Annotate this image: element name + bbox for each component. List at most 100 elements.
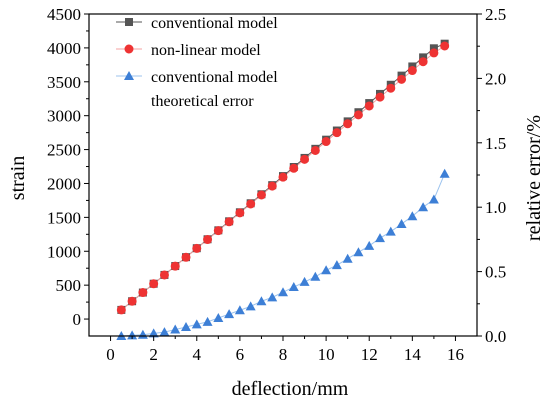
data-point-triangle bbox=[396, 218, 407, 228]
data-point-circle bbox=[170, 261, 180, 271]
data-point-triangle bbox=[375, 233, 385, 243]
data-point-circle bbox=[181, 252, 191, 262]
y2-tick-label: 2.5 bbox=[485, 5, 506, 24]
x-tick-label: 8 bbox=[279, 345, 288, 364]
series-line-2 bbox=[121, 173, 446, 337]
legend-entry-theoretical-error: conventional model theoretical error bbox=[116, 69, 278, 110]
data-point-triangle bbox=[353, 247, 364, 257]
data-point-triangle bbox=[170, 324, 181, 334]
y-tick-label: 2000 bbox=[47, 174, 81, 193]
data-point-circle bbox=[343, 119, 353, 129]
data-point-triangle bbox=[127, 330, 138, 340]
y2-tick-label: 2.0 bbox=[485, 69, 506, 88]
data-point-circle bbox=[159, 270, 169, 280]
y-tick-label: 2500 bbox=[47, 141, 81, 160]
data-point-square bbox=[429, 44, 438, 53]
data-point-triangle bbox=[288, 282, 299, 292]
legend-label: conventional model bbox=[151, 15, 278, 32]
data-point-triangle bbox=[310, 271, 321, 281]
data-point-triangle bbox=[213, 312, 224, 322]
data-point-triangle bbox=[224, 309, 235, 319]
data-point-circle bbox=[375, 92, 385, 102]
data-point-triangle bbox=[267, 292, 278, 302]
data-point-circle bbox=[397, 74, 407, 84]
data-point-circle bbox=[332, 128, 342, 138]
data-point-triangle bbox=[407, 211, 418, 221]
series-markers bbox=[116, 39, 450, 340]
data-point-circle bbox=[353, 110, 363, 120]
x-tick-label: 2 bbox=[149, 345, 158, 364]
legend-square-marker bbox=[125, 18, 133, 26]
data-point-circle bbox=[440, 41, 450, 51]
y2-tick-label: 1.5 bbox=[485, 134, 506, 153]
data-point-circle bbox=[386, 83, 396, 93]
x-tick-label: 4 bbox=[193, 345, 202, 364]
data-point-triangle bbox=[385, 226, 396, 236]
data-point-circle bbox=[149, 279, 159, 289]
data-point-circle bbox=[321, 137, 331, 147]
data-point-circle bbox=[138, 288, 148, 298]
y-axis-title: strain bbox=[7, 156, 29, 200]
x-tick-label: 0 bbox=[106, 345, 115, 364]
data-point-triangle bbox=[191, 319, 202, 329]
x-tick-label: 12 bbox=[361, 345, 378, 364]
data-point-triangle bbox=[331, 260, 342, 270]
y-tick-label: 4000 bbox=[47, 39, 81, 58]
data-point-circle bbox=[224, 217, 234, 227]
data-point-circle bbox=[407, 66, 417, 76]
y-tick-label: 500 bbox=[56, 276, 82, 295]
y-tick-label: 0 bbox=[73, 310, 82, 329]
data-point-circle bbox=[310, 145, 320, 155]
data-point-circle bbox=[192, 243, 202, 253]
legend-label: conventional model bbox=[151, 69, 278, 86]
legend-label: non-linear model bbox=[151, 42, 261, 59]
data-point-circle bbox=[116, 305, 126, 315]
data-point-circle bbox=[267, 181, 277, 191]
data-point-circle bbox=[203, 235, 213, 245]
x-tick-label: 14 bbox=[404, 345, 422, 364]
legend-entry-non-linear-model: non-linear model bbox=[116, 42, 261, 59]
data-point-triangle bbox=[299, 276, 310, 286]
legend-triangle-marker bbox=[124, 71, 134, 80]
y-tick-label: 3000 bbox=[47, 107, 81, 126]
data-point-circle bbox=[213, 226, 223, 236]
legend-circle-marker bbox=[124, 44, 134, 54]
data-point-circle bbox=[246, 199, 256, 209]
data-point-circle bbox=[235, 208, 245, 218]
data-point-triangle bbox=[418, 202, 429, 212]
data-point-triangle bbox=[181, 321, 191, 331]
y-tick-label: 3500 bbox=[47, 73, 81, 92]
data-point-triangle bbox=[256, 296, 267, 306]
data-point-circle bbox=[278, 172, 288, 182]
data-point-triangle bbox=[159, 327, 170, 337]
y-tick-label: 4500 bbox=[47, 5, 81, 24]
legend-entry-conventional-model: conventional model bbox=[116, 15, 278, 32]
data-point-circle bbox=[289, 163, 299, 173]
data-point-circle bbox=[127, 296, 137, 306]
data-point-triangle bbox=[321, 265, 332, 275]
data-point-triangle bbox=[234, 305, 245, 315]
y-tick-label: 1000 bbox=[47, 242, 81, 261]
x-tick-label: 6 bbox=[236, 345, 245, 364]
data-point-circle bbox=[300, 154, 310, 164]
data-point-circle bbox=[429, 48, 439, 58]
y2-tick-label: 0.5 bbox=[485, 263, 506, 282]
data-point-triangle bbox=[245, 301, 256, 311]
data-point-triangle bbox=[202, 316, 213, 326]
data-point-triangle bbox=[148, 328, 159, 338]
axes: 0 2 4 6 8 10 12 14 16 0 500 1000 1500 2000 2500 3000 350… bbox=[47, 5, 506, 364]
y2-axis-title: relative error/% bbox=[523, 115, 545, 241]
y-tick-label: 1500 bbox=[47, 208, 81, 227]
data-point-triangle bbox=[428, 194, 439, 204]
data-point-circle bbox=[364, 101, 374, 111]
data-point-triangle bbox=[342, 253, 353, 263]
data-point-triangle bbox=[278, 287, 288, 297]
data-point-triangle bbox=[364, 240, 375, 250]
legend: conventional model non-linear model conv… bbox=[116, 15, 278, 110]
x-tick-label: 16 bbox=[447, 345, 464, 364]
y2-tick-label: 1.0 bbox=[485, 198, 506, 217]
x-tick-label: 10 bbox=[318, 345, 335, 364]
y2-tick-label: 0.0 bbox=[485, 327, 506, 346]
data-point-circle bbox=[256, 190, 266, 200]
